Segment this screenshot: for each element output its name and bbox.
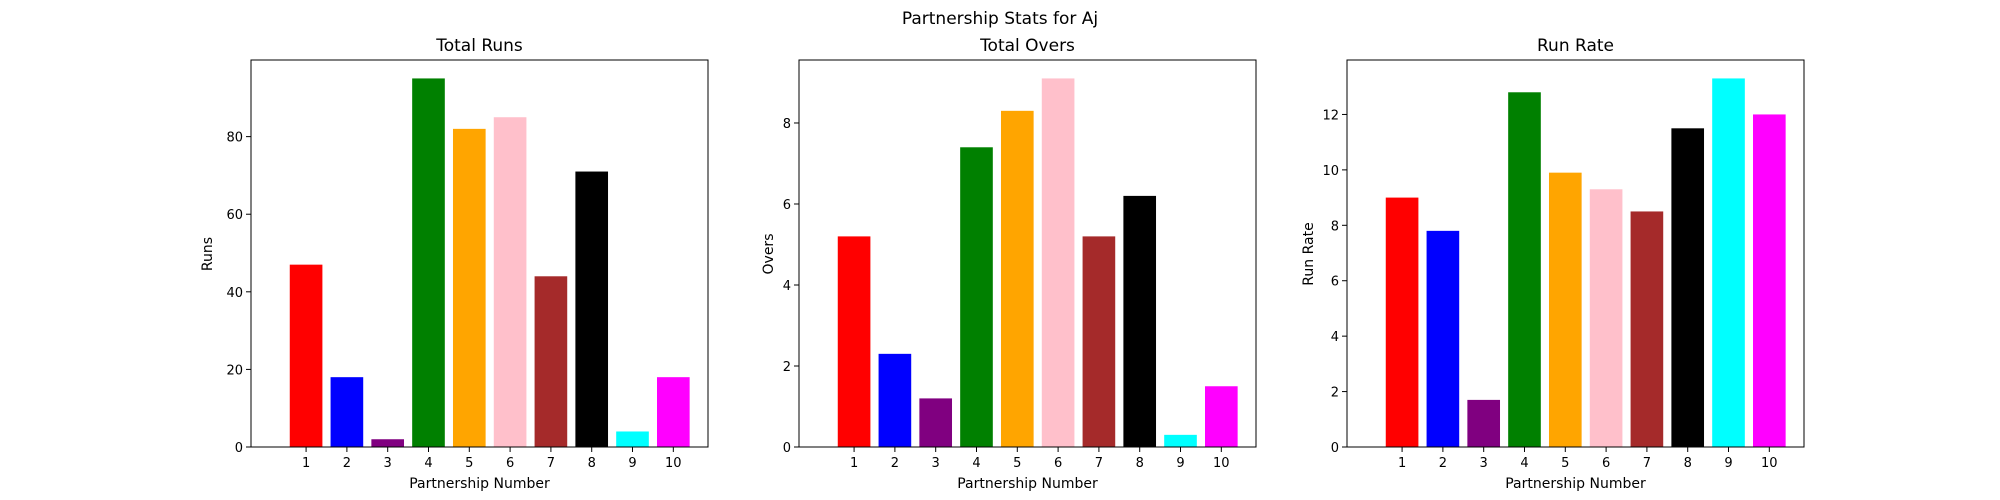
bar [1385, 197, 1419, 447]
x-tick-label: 3 [1480, 456, 1488, 471]
y-tick-label: 12 [1322, 108, 1339, 123]
x-tick-label: 6 [1054, 456, 1062, 471]
y-tick-label: 2 [1331, 386, 1339, 401]
bar [1671, 128, 1705, 447]
subplot-title: Run Rate [1537, 36, 1614, 56]
x-tick-label: 2 [343, 456, 351, 471]
axes-frame [250, 59, 709, 448]
x-tick-label: 10 [1213, 456, 1230, 471]
x-tick-label: 8 [588, 456, 596, 471]
x-tick-label: 6 [1602, 456, 1610, 471]
subplot-total-overs: Total Overs Partnership Number Overs 1 2 3… [761, 36, 1257, 492]
x-tick-label: 9 [628, 456, 636, 471]
bar [371, 439, 405, 447]
bar [289, 264, 323, 447]
x-tick-label: 6 [506, 456, 514, 471]
y-tick-label: 40 [226, 286, 243, 301]
y-tick-label: 0 [783, 441, 791, 456]
bar [1753, 114, 1786, 447]
bar [1041, 78, 1075, 448]
bar [1082, 236, 1116, 447]
bar [1467, 399, 1501, 447]
y-tick-label: 8 [783, 117, 791, 132]
y-axis-label: Run Rate [1301, 222, 1317, 285]
y-tick-label: 6 [1331, 275, 1339, 290]
axes-frame [1346, 59, 1805, 448]
x-tick-label: 1 [302, 456, 310, 471]
x-tick-label: 5 [1013, 456, 1021, 471]
subplot-title: Total Runs [435, 36, 523, 56]
y-axis-label: Overs [761, 234, 777, 275]
subplot-title: Total Overs [979, 36, 1075, 56]
x-tick-label: 4 [424, 456, 432, 471]
bar [1426, 230, 1460, 447]
figure-suptitle: Partnership Stats for Aj [902, 9, 1098, 29]
y-axis-label: Runs [200, 237, 216, 271]
bar [919, 398, 953, 447]
bar [1205, 386, 1238, 447]
y-tick-label: 4 [1331, 330, 1339, 345]
bar [1123, 195, 1157, 447]
x-tick-label: 7 [547, 456, 555, 471]
x-tick-label: 3 [932, 456, 940, 471]
bar [1589, 189, 1623, 447]
x-axis-label: Partnership Number [957, 476, 1098, 492]
x-axis-label: Partnership Number [409, 476, 550, 492]
x-tick-label: 4 [1520, 456, 1528, 471]
bar [1712, 78, 1745, 448]
bar [330, 377, 364, 447]
x-tick-label: 8 [1136, 456, 1144, 471]
y-tick-label: 0 [235, 441, 243, 456]
y-tick-label: 8 [1331, 219, 1339, 234]
x-tick-label: 8 [1684, 456, 1692, 471]
bar [1000, 110, 1034, 447]
x-tick-label: 4 [972, 456, 980, 471]
y-tick-label: 60 [226, 208, 243, 223]
x-tick-label: 1 [1398, 456, 1406, 471]
bar [1164, 434, 1197, 447]
x-axis-label: Partnership Number [1505, 476, 1646, 492]
y-tick-label: 10 [1322, 164, 1339, 179]
bar [960, 147, 993, 447]
bar [493, 117, 527, 447]
x-tick-label: 1 [850, 456, 858, 471]
y-tick-label: 0 [1331, 441, 1339, 456]
x-tick-label: 7 [1643, 456, 1651, 471]
x-tick-label: 7 [1095, 456, 1103, 471]
x-tick-label: 10 [665, 456, 682, 471]
x-tick-label: 5 [1561, 456, 1569, 471]
x-tick-label: 9 [1176, 456, 1184, 471]
subplot-total-runs: Total Runs Partnership Number Runs 1 2 3 4 5… [200, 36, 709, 492]
y-tick-label: 6 [783, 198, 791, 213]
bar [1508, 92, 1541, 447]
x-tick-label: 2 [1439, 456, 1447, 471]
bar [616, 431, 649, 447]
x-tick-label: 2 [891, 456, 899, 471]
bar [837, 236, 871, 447]
bar [878, 353, 912, 447]
y-tick-label: 20 [226, 363, 243, 378]
axes-frame [798, 59, 1257, 448]
x-tick-label: 5 [465, 456, 473, 471]
bar [534, 276, 568, 447]
y-tick-label: 4 [783, 279, 791, 294]
bar [1548, 172, 1582, 447]
y-tick-label: 80 [226, 131, 243, 146]
bar [575, 171, 609, 448]
y-tick-label: 2 [783, 360, 791, 375]
x-tick-label: 10 [1761, 456, 1778, 471]
x-tick-label: 9 [1724, 456, 1732, 471]
bar [452, 128, 486, 448]
bar [412, 78, 445, 448]
bar [1630, 211, 1664, 447]
x-tick-label: 3 [384, 456, 392, 471]
bar [657, 377, 690, 447]
